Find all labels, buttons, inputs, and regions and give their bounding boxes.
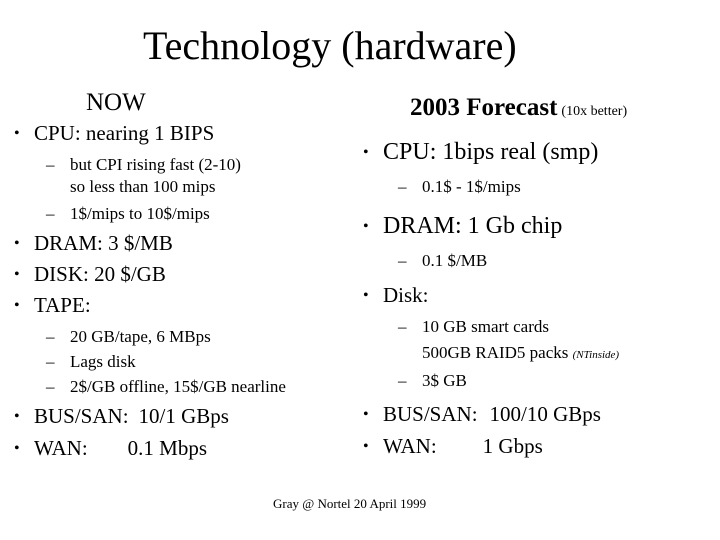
- right-bus-item: • BUS/SAN: 100/10 GBps: [363, 404, 601, 425]
- right-wan-label: WAN:: [383, 434, 437, 458]
- forecast-heading-text: 2003 Forecast: [410, 94, 558, 121]
- left-wan-value: 0.1 Mbps: [127, 436, 208, 460]
- bullet-icon: •: [363, 438, 369, 455]
- left-bus-value: 10/1 GBps: [138, 404, 229, 428]
- right-dram-sub: –0.1 $/MB: [398, 252, 487, 269]
- right-disk-text: Disk:: [383, 283, 429, 307]
- bullet-icon: •: [14, 235, 20, 252]
- bullet-icon: •: [14, 408, 20, 425]
- right-cpu-sub-text: 0.1$ - 1$/mips: [422, 177, 521, 196]
- dash-icon: –: [398, 317, 407, 336]
- right-wan-value: 1 Gbps: [482, 434, 543, 458]
- left-tape-sub3-text: 2$/GB offline, 15$/GB nearline: [70, 377, 286, 396]
- left-cpu-sub1-cont: so less than 100 mips: [70, 177, 216, 196]
- left-cpu-sub2: –1$/mips to 10$/mips: [46, 205, 210, 222]
- left-cpu-text: CPU: nearing 1 BIPS: [34, 121, 215, 145]
- right-bus-label: BUS/SAN:: [383, 402, 478, 426]
- left-wan-label: WAN:: [34, 436, 88, 460]
- left-dram-text: DRAM: 3 $/MB: [34, 231, 173, 255]
- bullet-icon: •: [363, 287, 369, 304]
- right-bus-value: 100/10 GBps: [489, 402, 601, 426]
- left-cpu-sub2-text: 1$/mips to 10$/mips: [70, 204, 210, 223]
- forecast-heading: 2003 Forecast (10x better): [410, 95, 627, 120]
- left-bus-label: BUS/SAN:: [34, 404, 129, 428]
- slide-footer: Gray @ Nortel 20 April 1999: [273, 496, 427, 511]
- bullet-icon: •: [363, 144, 369, 161]
- left-cpu-item: • CPU: nearing 1 BIPS: [14, 123, 214, 144]
- bullet-icon: •: [14, 266, 20, 283]
- left-cpu-sub1: – but CPI rising fast (2-10): [46, 156, 241, 173]
- left-bus-item: • BUS/SAN: 10/1 GBps: [14, 406, 229, 427]
- forecast-heading-note: (10x better): [561, 104, 628, 119]
- right-disk-sub1: –10 GB smart cards: [398, 318, 549, 335]
- bullet-icon: •: [14, 440, 20, 457]
- right-wan-item: • WAN: 1 Gbps: [363, 436, 543, 457]
- left-disk-text: DISK: 20 $/GB: [34, 262, 166, 286]
- right-dram-text: DRAM: 1 Gb chip: [383, 213, 563, 239]
- right-disk-sub2-text: 500GB RAID5 packs: [422, 343, 569, 362]
- left-cpu-sub1-text: but CPI rising fast (2-10): [70, 155, 241, 174]
- left-tape-sub2: – Lags disk: [46, 353, 136, 370]
- bullet-icon: •: [14, 125, 20, 142]
- right-dram-item: • DRAM: 1 Gb chip: [363, 214, 562, 238]
- dash-icon: –: [46, 377, 55, 396]
- right-cpu-text: CPU: 1bips real (smp): [383, 139, 599, 165]
- dash-icon: –: [398, 371, 407, 390]
- right-disk-item: • Disk:: [363, 285, 429, 306]
- dash-icon: –: [398, 251, 407, 270]
- left-dram-item: • DRAM: 3 $/MB: [14, 233, 173, 254]
- right-disk-sub3: –3$ GB: [398, 372, 467, 389]
- right-disk-sub2-note: (NTinside): [572, 349, 620, 361]
- right-dram-sub-text: 0.1 $/MB: [422, 251, 488, 270]
- left-tape-item: • TAPE:: [14, 295, 91, 316]
- left-wan-item: • WAN: 0.1 Mbps: [14, 438, 207, 459]
- bullet-icon: •: [363, 406, 369, 423]
- right-cpu-item: • CPU: 1bips real (smp): [363, 140, 598, 164]
- dash-icon: –: [46, 155, 55, 174]
- left-tape-text: TAPE:: [34, 293, 91, 317]
- left-disk-item: • DISK: 20 $/GB: [14, 264, 166, 285]
- right-cpu-sub: –0.1$ - 1$/mips: [398, 178, 521, 195]
- left-tape-sub1: –20 GB/tape, 6 MBps: [46, 328, 211, 345]
- slide-title: Technology (hardware): [143, 23, 517, 68]
- right-disk-sub1-text: 10 GB smart cards: [422, 317, 550, 336]
- dash-icon: –: [398, 177, 407, 196]
- bullet-icon: •: [14, 297, 20, 314]
- bullet-icon: •: [363, 218, 369, 235]
- left-tape-sub3: –2$/GB offline, 15$/GB nearline: [46, 378, 286, 395]
- right-disk-sub2: 500GB RAID5 packs (NTinside): [422, 344, 619, 361]
- dash-icon: –: [46, 352, 55, 371]
- dash-icon: –: [46, 327, 55, 346]
- dash-icon: –: [46, 204, 55, 223]
- left-tape-sub2-text: Lags disk: [70, 352, 136, 371]
- right-disk-sub3-text: 3$ GB: [422, 371, 467, 390]
- now-heading: NOW: [86, 89, 146, 116]
- left-tape-sub1-text: 20 GB/tape, 6 MBps: [70, 327, 211, 346]
